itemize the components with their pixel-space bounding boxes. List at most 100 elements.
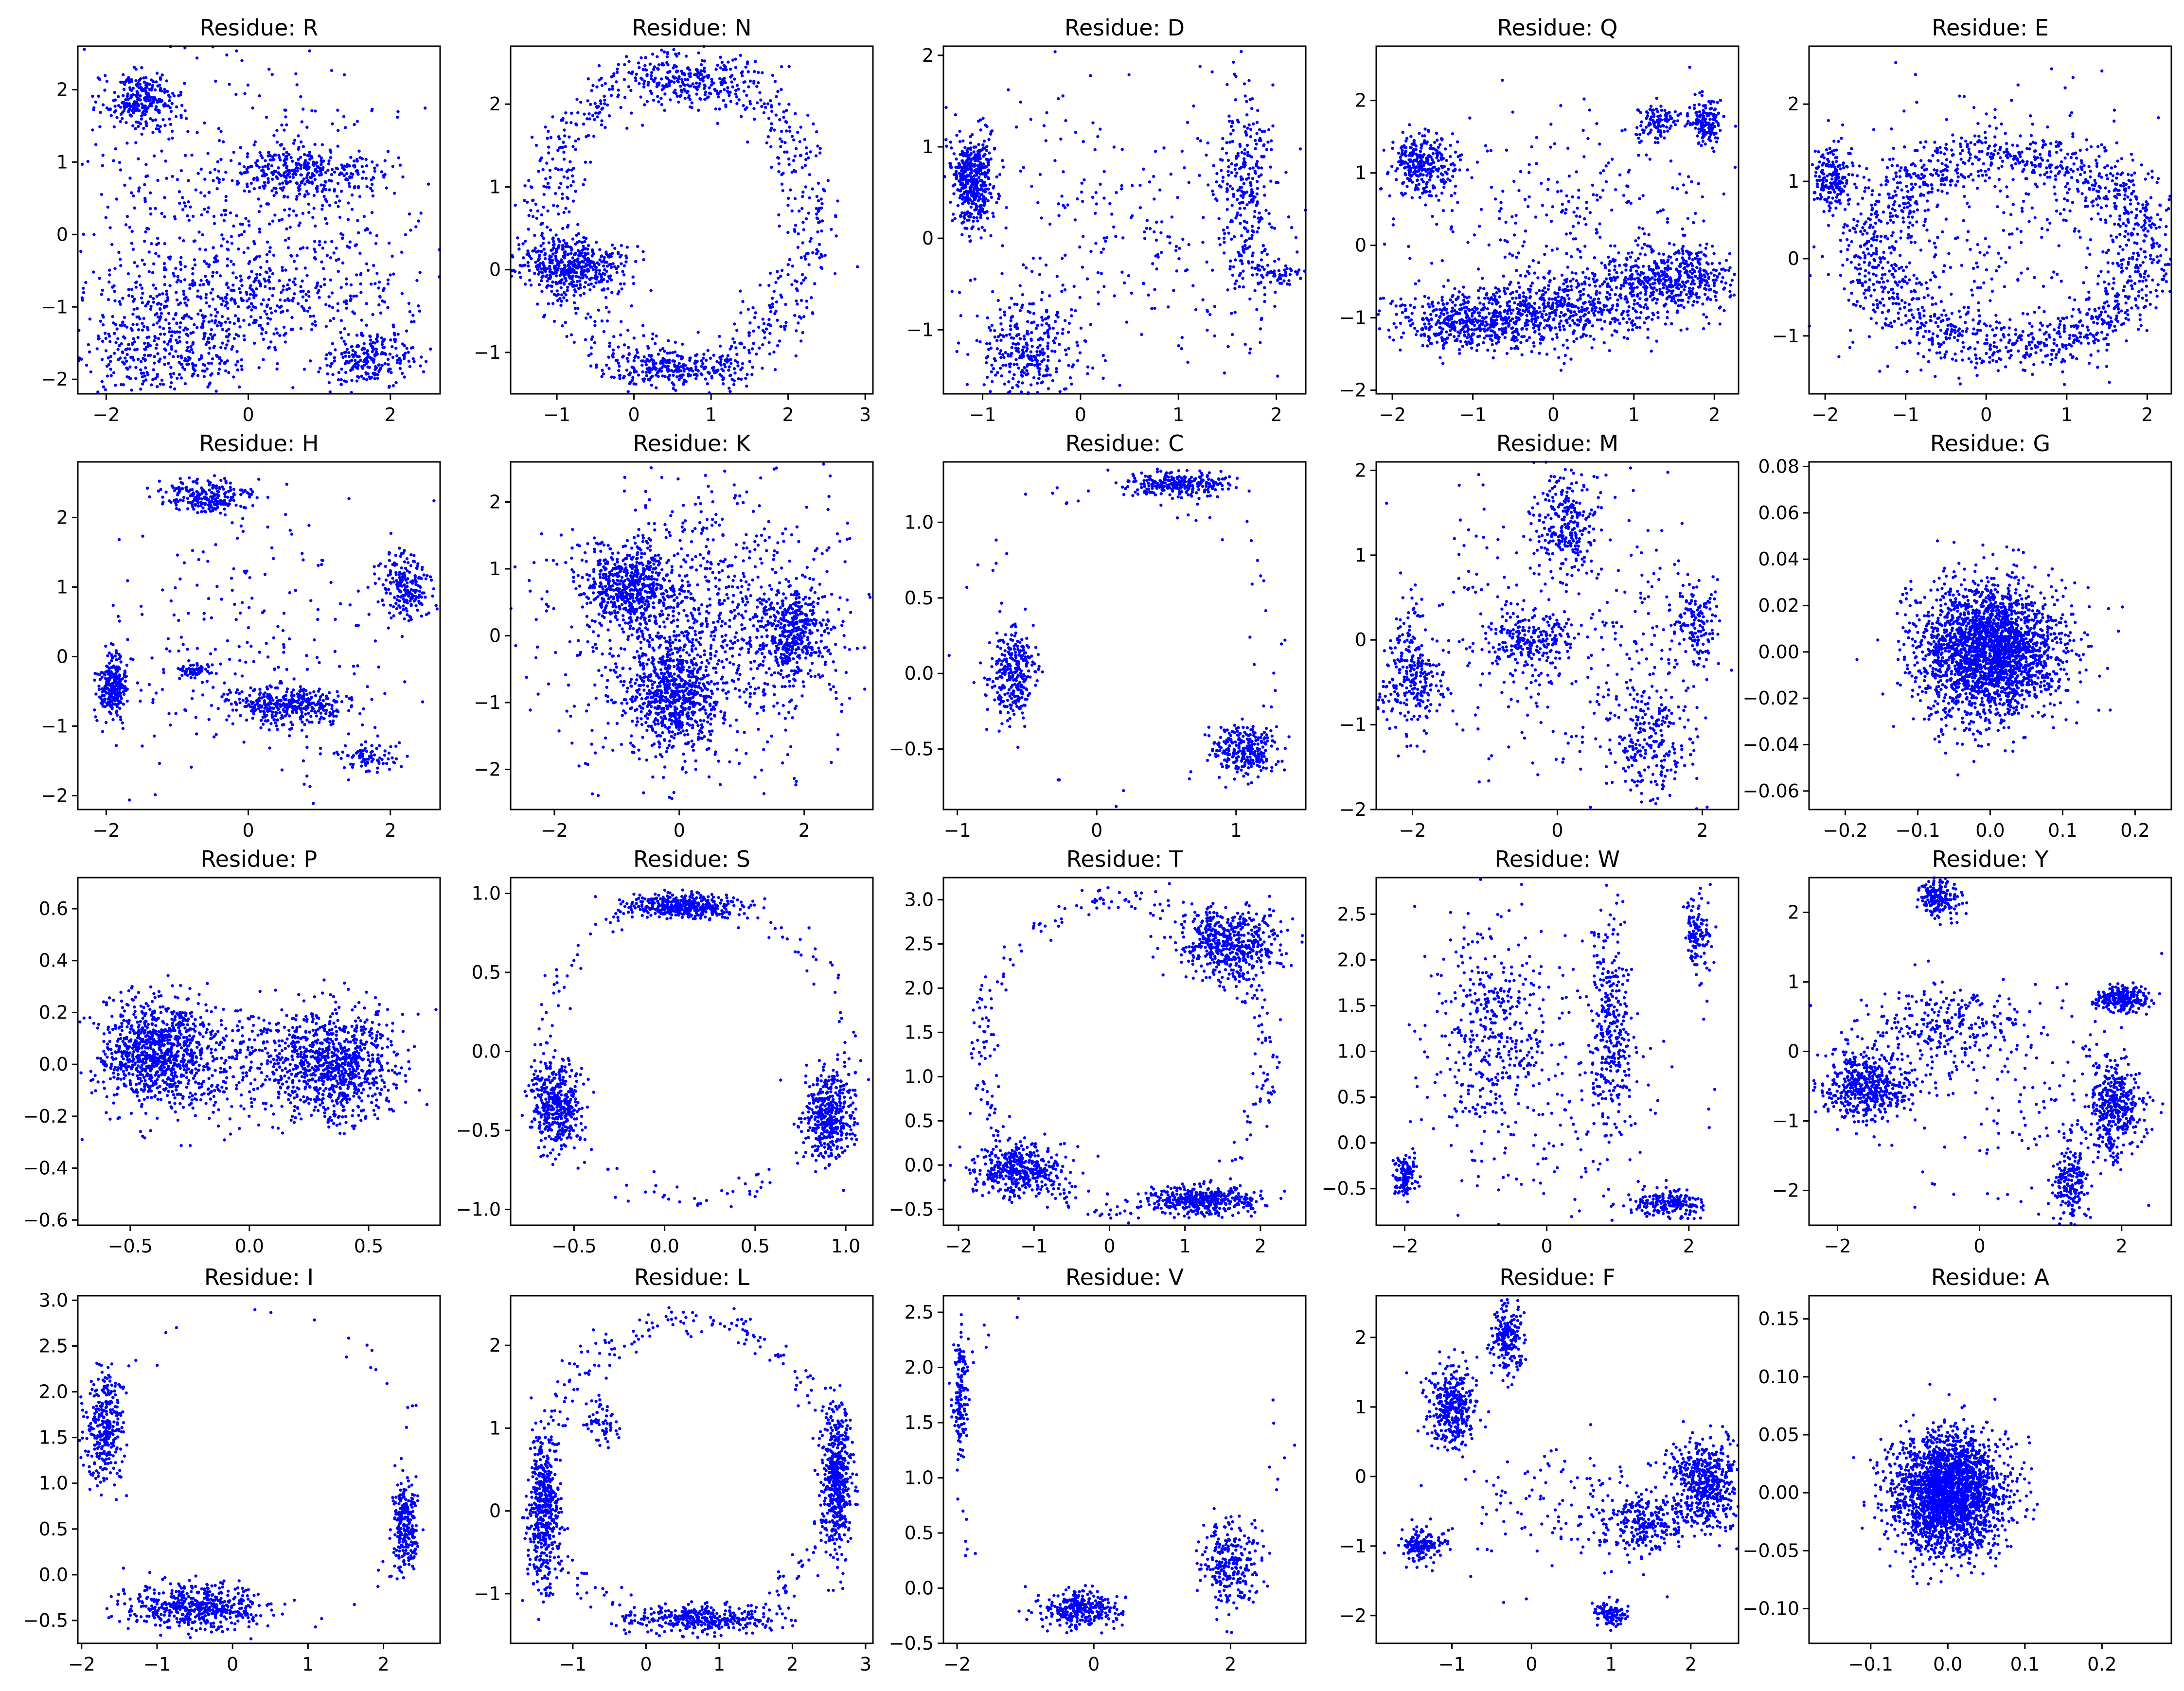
scatter-point [732, 367, 736, 370]
scatter-point [188, 287, 192, 290]
scatter-point [960, 233, 964, 236]
scatter-point [268, 158, 272, 162]
scatter-point [168, 284, 172, 287]
scatter-point [156, 302, 160, 306]
scatter-point [1260, 155, 1264, 159]
scatter-point [337, 269, 340, 273]
scatter-point [245, 299, 249, 303]
scatter-point [345, 282, 348, 286]
scatter-point [1245, 177, 1248, 181]
scatter-point [1094, 211, 1097, 215]
scatter-point [755, 352, 758, 356]
scatter-point [792, 169, 796, 172]
scatter-point [362, 342, 366, 346]
scatter-point [741, 299, 745, 303]
scatter-point [388, 241, 391, 245]
scatter-point [1020, 306, 1024, 309]
scatter-point [803, 254, 807, 258]
scatter-point [673, 80, 676, 84]
scatter-point [995, 347, 999, 351]
scatter-point [602, 259, 606, 262]
scatter-point [1045, 368, 1048, 372]
scatter-point [569, 121, 573, 124]
scatter-point [1076, 197, 1079, 201]
scatter-point [163, 215, 166, 219]
scatter-point [751, 306, 755, 310]
scatter-point [1029, 354, 1032, 358]
scatter-point [325, 353, 328, 356]
scatter-point [787, 157, 791, 161]
scatter-point [204, 343, 208, 346]
scatter-point [561, 192, 564, 196]
scatter-point [821, 188, 825, 191]
scatter-point [729, 362, 733, 365]
scatter-point [526, 249, 530, 253]
scatter-point [571, 145, 575, 148]
scatter-point [1215, 198, 1219, 202]
scatter-point [1240, 234, 1243, 237]
scatter-point [1206, 141, 1209, 145]
scatter-point [1243, 342, 1247, 346]
scatter-point [1070, 314, 1073, 317]
scatter-point [1036, 367, 1040, 370]
scatter-point [799, 256, 803, 260]
scatter-point [257, 197, 261, 201]
scatter-point [220, 303, 224, 306]
x-tick-label: 3 [859, 404, 871, 425]
scatter-point [1256, 200, 1259, 204]
scatter-point [551, 115, 554, 119]
scatter-point [186, 214, 189, 218]
scatter-point [239, 146, 242, 149]
scatter-point [295, 213, 298, 217]
scatter-point [1226, 159, 1230, 162]
scatter-point [307, 171, 310, 175]
scatter-point [733, 340, 736, 344]
scatter-point [741, 70, 744, 73]
scatter-point [150, 86, 154, 89]
scatter-point [419, 364, 422, 368]
scatter-point [327, 381, 331, 385]
scatter-point [324, 180, 327, 184]
scatter-point [292, 280, 295, 284]
scatter-point [554, 167, 558, 170]
scatter-point [281, 269, 284, 272]
scatter-point [185, 359, 189, 363]
scatter-point [292, 141, 296, 145]
scatter-point [1094, 242, 1098, 245]
scatter-point [227, 286, 230, 289]
scatter-point [584, 338, 587, 341]
scatter-point [369, 342, 372, 346]
scatter-point [279, 143, 282, 147]
scatter-point [225, 329, 228, 333]
scatter-point [589, 265, 592, 269]
scatter-point [131, 312, 135, 316]
scatter-point [1243, 157, 1246, 160]
scatter-point [183, 204, 187, 208]
scatter-point [122, 383, 125, 387]
scatter-point [228, 320, 231, 324]
scatter-point [751, 366, 754, 369]
scatter-point [79, 249, 83, 253]
scatter-point [336, 144, 339, 148]
scatter-point [1073, 218, 1077, 222]
scatter-point [545, 267, 549, 270]
scatter-point [345, 306, 348, 310]
scatter-point [644, 360, 647, 364]
scatter-point [547, 145, 550, 149]
scatter-point [1012, 373, 1016, 376]
scatter-point [981, 208, 984, 211]
scatter-point [554, 259, 558, 262]
scatter-point [1225, 182, 1229, 186]
scatter-point [193, 263, 197, 267]
scatter-point [337, 129, 340, 132]
scatter-point [206, 385, 210, 388]
scatter-point [782, 110, 785, 114]
scatter-point [123, 104, 126, 107]
scatter-point [119, 323, 122, 327]
scatter-point [1245, 143, 1249, 147]
scatter-point [686, 67, 689, 70]
scatter-point [1299, 277, 1302, 280]
scatter-point [122, 94, 125, 97]
